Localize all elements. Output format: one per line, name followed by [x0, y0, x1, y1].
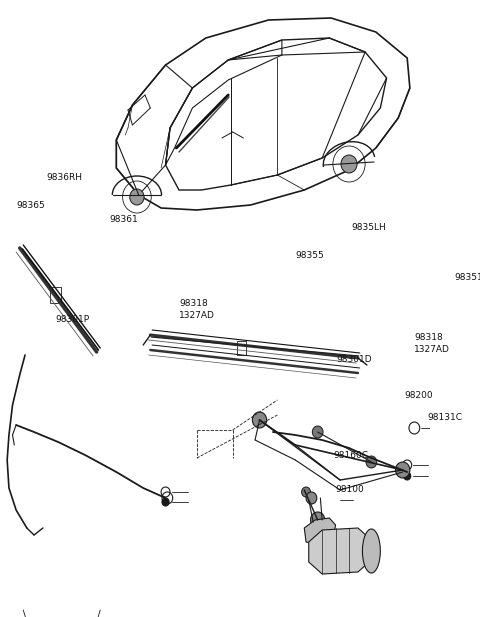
Polygon shape: [309, 528, 372, 574]
Text: 98365: 98365: [16, 201, 45, 210]
Circle shape: [341, 155, 357, 173]
Text: 98318: 98318: [179, 299, 208, 307]
Text: 98301D: 98301D: [336, 355, 372, 365]
Text: 98160C: 98160C: [334, 450, 369, 460]
Text: 98318: 98318: [414, 334, 443, 342]
Circle shape: [312, 426, 323, 438]
Text: 98361: 98361: [109, 215, 138, 225]
Circle shape: [162, 498, 169, 506]
Circle shape: [311, 512, 325, 528]
Text: 9836RH: 9836RH: [47, 173, 83, 183]
Text: 1327AD: 1327AD: [179, 310, 215, 320]
Circle shape: [130, 189, 144, 205]
Text: 98301P: 98301P: [56, 315, 90, 325]
Text: 98351: 98351: [455, 273, 480, 283]
Text: 1327AD: 1327AD: [414, 346, 450, 355]
Circle shape: [366, 456, 377, 468]
Circle shape: [396, 462, 410, 478]
Text: 9835LH: 9835LH: [352, 223, 386, 233]
Circle shape: [252, 412, 267, 428]
Polygon shape: [304, 518, 336, 545]
Circle shape: [404, 472, 411, 480]
Text: 98131C: 98131C: [428, 413, 463, 423]
Ellipse shape: [362, 529, 380, 573]
Circle shape: [301, 487, 311, 497]
Circle shape: [306, 492, 317, 504]
Text: 98100: 98100: [336, 486, 364, 494]
Text: 98200: 98200: [405, 391, 433, 399]
Text: 98355: 98355: [295, 251, 324, 260]
